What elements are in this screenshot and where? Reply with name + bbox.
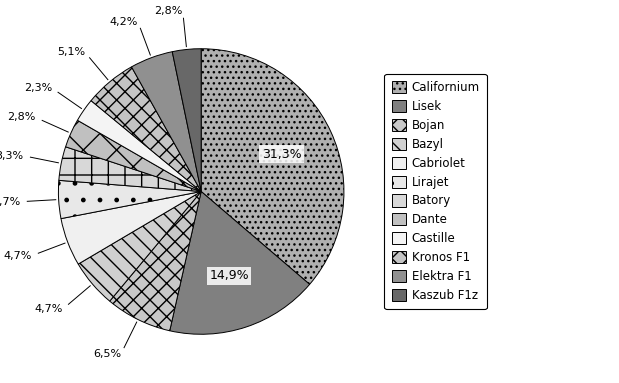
Wedge shape [131,52,201,192]
Wedge shape [172,49,201,192]
Wedge shape [61,192,201,264]
Text: 14,9%: 14,9% [209,269,249,282]
Wedge shape [77,101,201,192]
Text: 3,7%: 3,7% [0,197,20,207]
Text: 4,2%: 4,2% [110,16,138,26]
Text: 31,3%: 31,3% [262,148,301,161]
Wedge shape [201,49,344,284]
Text: 2,8%: 2,8% [7,113,36,123]
Legend: Californium, Lisek, Bojan, Bazyl, Cabriolet, Lirajet, Batory, Dante, Castille, K: Californium, Lisek, Bojan, Bazyl, Cabrio… [384,74,487,309]
Text: 2,8%: 2,8% [154,6,183,16]
Text: 4,7%: 4,7% [35,304,63,314]
Wedge shape [170,192,310,334]
Text: 2,3%: 2,3% [24,83,52,93]
Wedge shape [58,180,201,219]
Wedge shape [66,120,201,192]
Wedge shape [59,147,201,192]
Wedge shape [91,67,201,192]
Text: 5,1%: 5,1% [57,47,85,57]
Text: 6,5%: 6,5% [93,349,121,359]
Wedge shape [78,192,201,301]
Text: 3,3%: 3,3% [0,151,24,161]
Wedge shape [110,192,201,331]
Text: 4,7%: 4,7% [3,251,32,261]
